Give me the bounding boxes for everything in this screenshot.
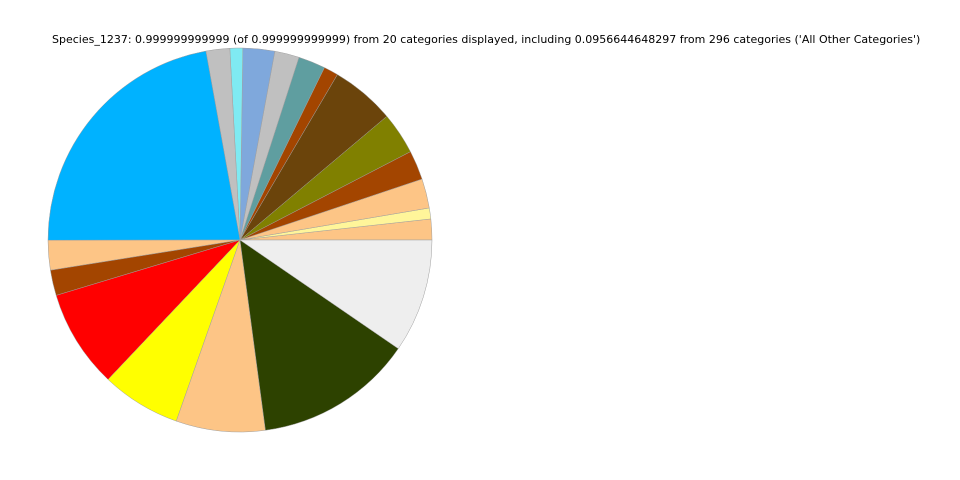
pie-slice-13 — [47, 50, 241, 241]
pie-slice-19 — [239, 239, 399, 431]
pie-slice-20 — [239, 239, 433, 349]
pie-slice-16 — [55, 239, 241, 380]
chart-title: Species_1237: 0.999999999999 (of 0.99999… — [52, 33, 921, 46]
